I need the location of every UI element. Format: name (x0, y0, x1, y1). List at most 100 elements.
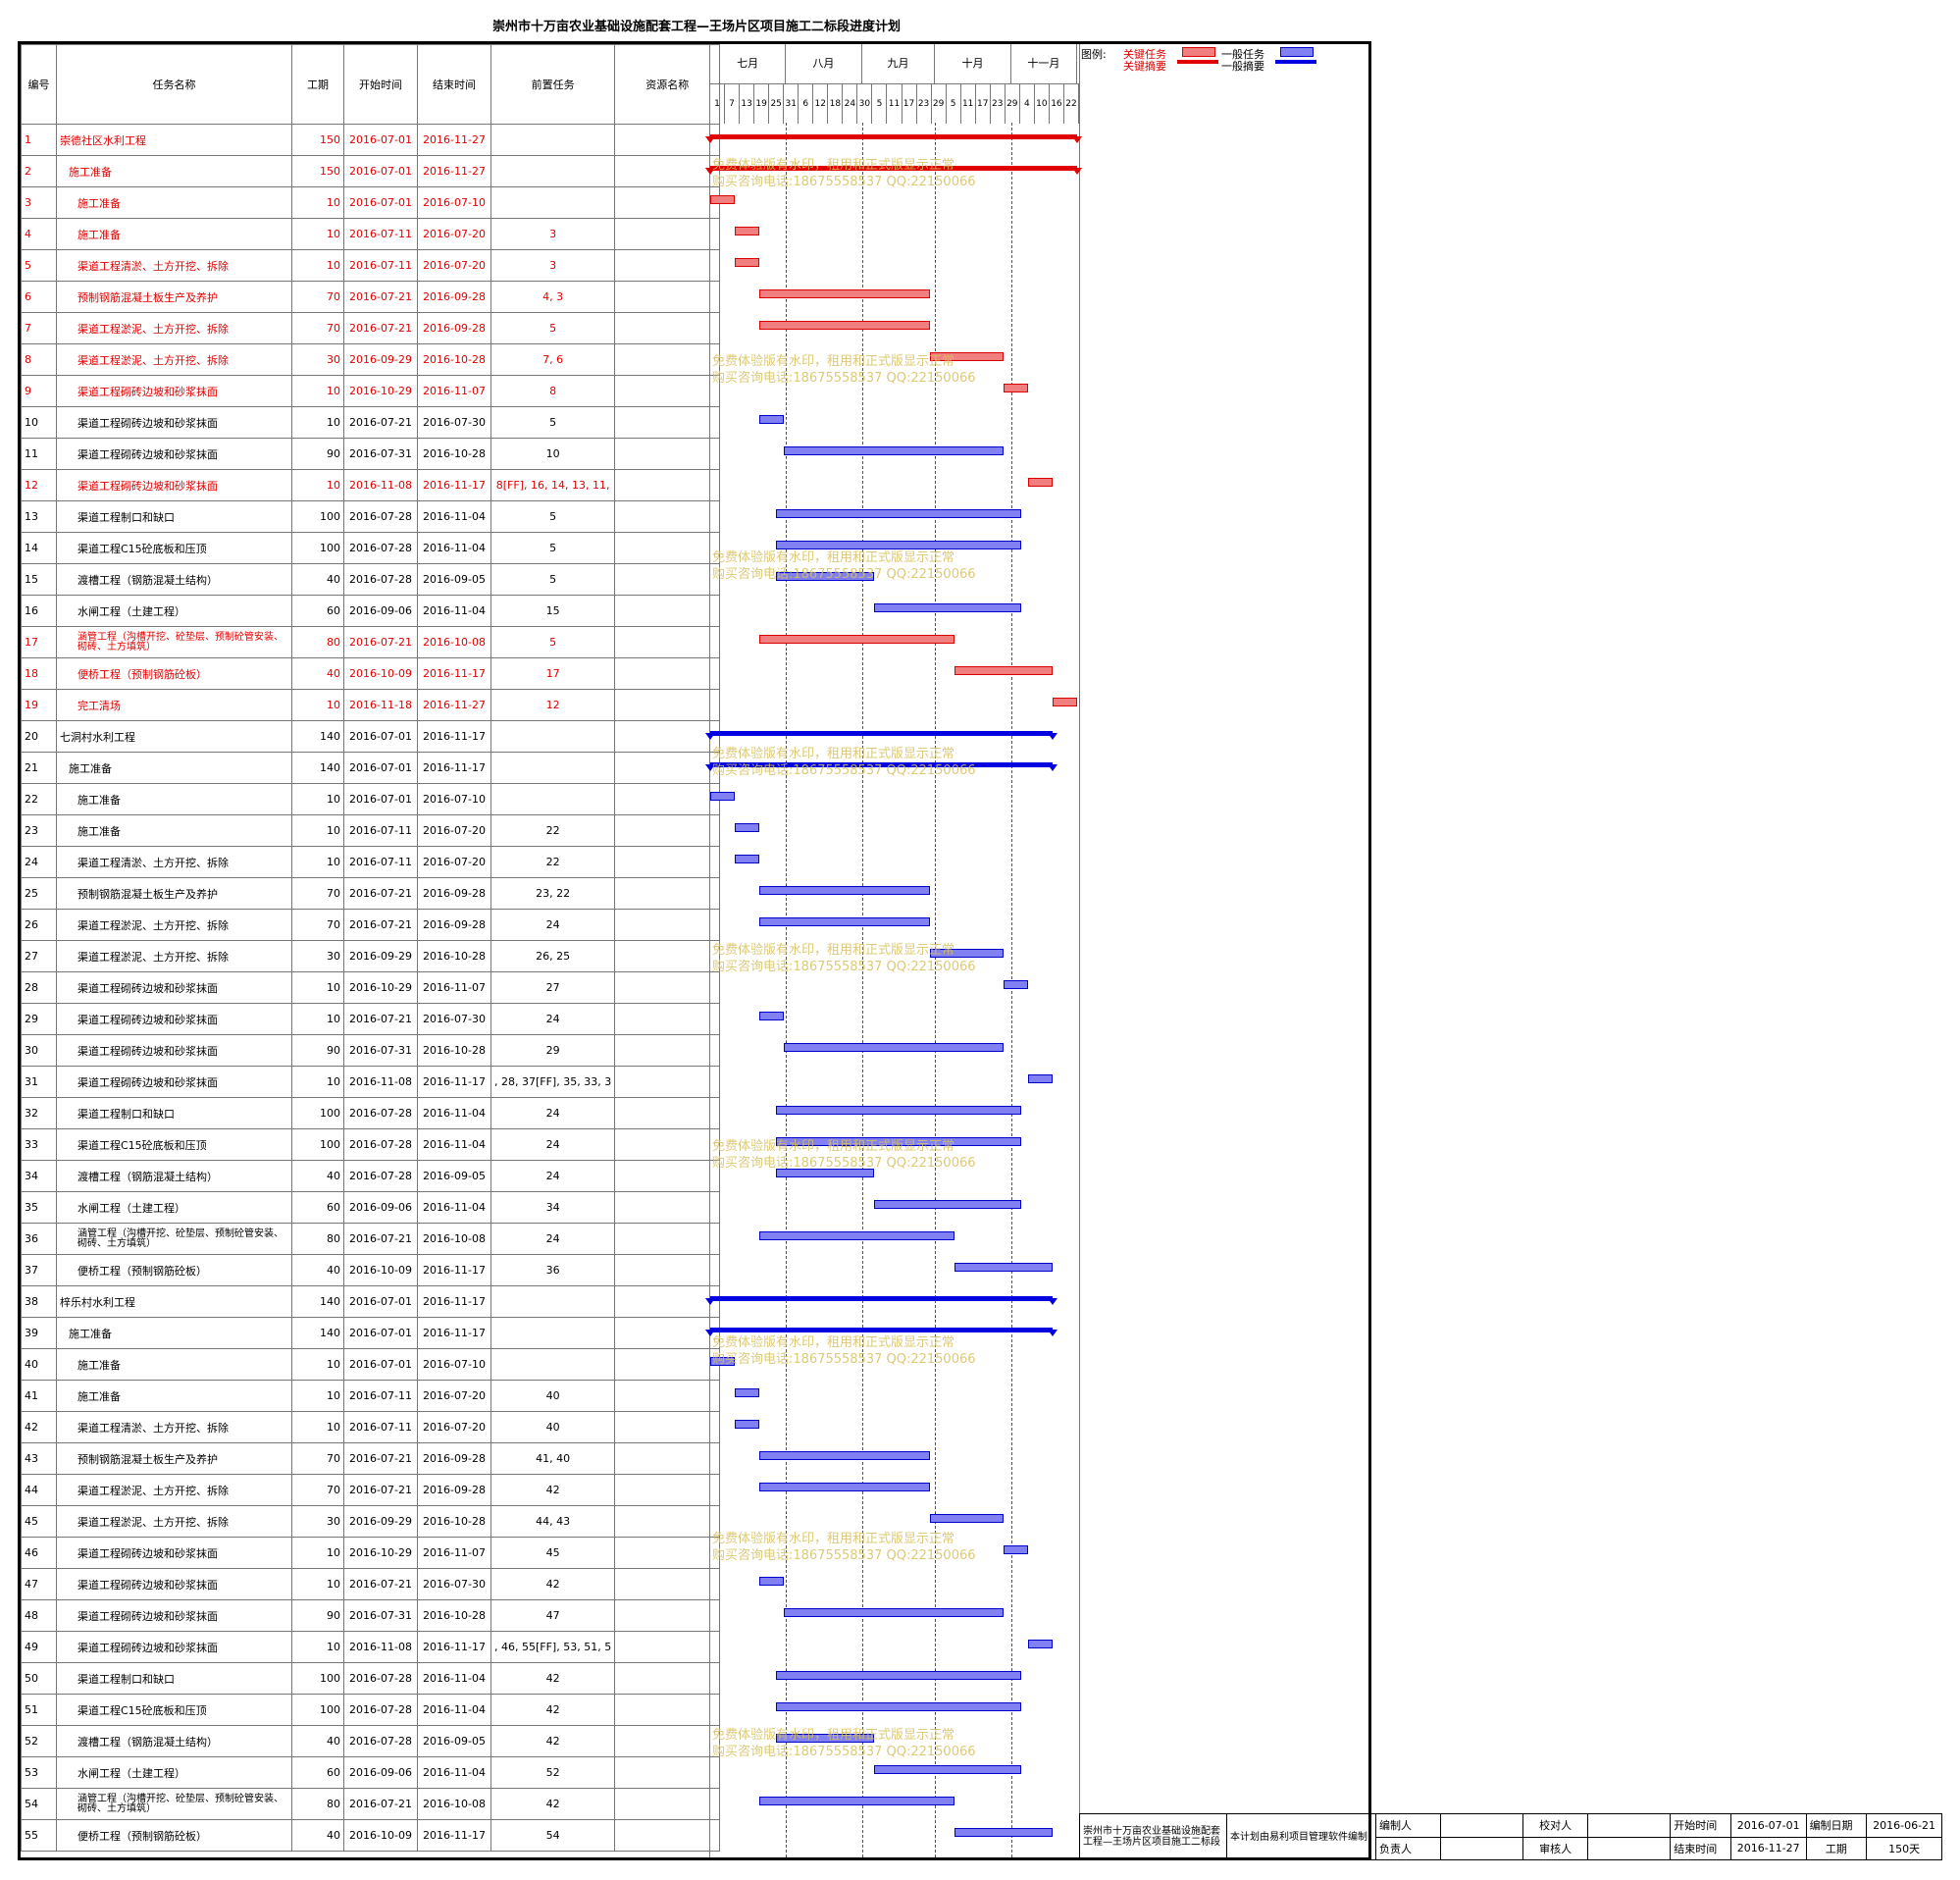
table-row: 15 渡槽工程（钢筋混凝土结构） 40 2016-07-28 2016-09-05 5 (21, 563, 721, 596)
task-resource (614, 971, 721, 1004)
table-row: 50 渠道工程制口和缺口 100 2016-07-28 2016-11-04 42 (21, 1662, 721, 1695)
watermark: 免费体验版有水印，租用和正式版显示正常 购买咨询电话:18675558537 QQ… (712, 1334, 976, 1368)
task-duration: 10 (291, 689, 344, 721)
task-pred: 5 (490, 312, 616, 344)
table-row: 13 渠道工程制口和缺口 100 2016-07-28 2016-11-04 5 (21, 500, 721, 533)
table-row: 35 水闸工程（土建工程） 60 2016-09-06 2016-11-04 34 (21, 1191, 721, 1224)
footer-reviewer-value (1587, 1836, 1672, 1860)
gantt-task-bar (954, 1263, 1054, 1272)
month-gridline (786, 123, 788, 1857)
task-duration: 140 (291, 720, 344, 753)
watermark: 免费体验版有水印，租用和正式版显示正常 购买咨询电话:18675558537 QQ… (712, 549, 976, 583)
gantt-task-bar (758, 1483, 931, 1491)
task-resource (614, 375, 721, 407)
table-row: 46 渠道工程砌砖边坡和砂浆抹面 10 2016-10-29 2016-11-07 45 (21, 1537, 721, 1569)
task-name: 渡槽工程（钢筋混凝土结构） (56, 1725, 292, 1757)
task-resource (614, 657, 721, 690)
task-name: 涵管工程（沟槽开挖、砼垫层、预制砼管安装、砌砖、土方填筑） (56, 1788, 292, 1820)
task-end: 2016-07-20 (417, 218, 491, 250)
task-start: 2016-10-09 (343, 657, 418, 690)
task-end: 2016-11-07 (417, 375, 491, 407)
gantt-task-bar (710, 195, 735, 204)
task-duration: 70 (291, 281, 344, 313)
task-id: 30 (21, 1034, 57, 1067)
task-duration: 70 (291, 909, 344, 941)
task-duration: 80 (291, 1223, 344, 1255)
table-row: 40 施工准备 10 2016-07-01 2016-07-10 (21, 1348, 721, 1381)
task-end: 2016-07-20 (417, 1411, 491, 1443)
summary-end-marker (1072, 168, 1082, 175)
task-end: 2016-10-28 (417, 1599, 491, 1632)
task-name: 渠道工程砌砖边坡和砂浆抹面 (56, 469, 292, 501)
day-label: 16 (1049, 83, 1064, 124)
task-name: 渠道工程砌砖边坡和砂浆抹面 (56, 1034, 292, 1067)
watermark-line1: 免费体验版有水印，租用和正式版显示正常 (712, 747, 955, 761)
task-pred: 5 (490, 406, 616, 439)
task-name: 渠道工程砌砖边坡和砂浆抹面 (56, 406, 292, 439)
legend-normal-task-label: 一般任务 (1221, 48, 1264, 61)
task-start: 2016-07-01 (343, 720, 418, 753)
gantt-task-bar (783, 446, 1005, 455)
task-start: 2016-07-21 (343, 1788, 418, 1820)
task-duration: 30 (291, 343, 344, 376)
gantt-task-bar (874, 1765, 1021, 1774)
task-pred (490, 720, 616, 753)
footer-owner-label: 负责人 (1374, 1836, 1441, 1860)
task-name: 渠道工程C15砼底板和压顶 (56, 1694, 292, 1726)
column-header-resource: 资源名称 (614, 44, 721, 125)
task-end: 2016-11-27 (417, 124, 491, 156)
gantt-task-bar (783, 1043, 1005, 1052)
gantt-task-bar (1028, 1640, 1054, 1648)
table-row: 1 崇德社区水利工程 150 2016-07-01 2016-11-27 (21, 124, 721, 156)
task-pred: 8[FF], 16, 14, 13, 11, (490, 469, 616, 501)
task-resource (614, 1725, 721, 1757)
task-name: 施工准备 (56, 1348, 292, 1381)
month-label: 九月 (862, 44, 936, 83)
footer-reviewer-label: 审核人 (1522, 1836, 1589, 1860)
task-duration: 10 (291, 218, 344, 250)
task-end: 2016-10-28 (417, 1034, 491, 1067)
watermark: 免费体验版有水印，租用和正式版显示正常 购买咨询电话:18675558537 QQ… (712, 1531, 976, 1564)
task-start: 2016-07-21 (343, 877, 418, 910)
table-row: 4 施工准备 10 2016-07-11 2016-07-20 3 (21, 218, 721, 250)
task-pred: 22 (490, 846, 616, 878)
watermark: 免费体验版有水印，租用和正式版显示正常 购买咨询电话:18675558537 QQ… (712, 353, 976, 387)
task-end: 2016-07-20 (417, 846, 491, 878)
footer-checker-label: 校对人 (1522, 1813, 1589, 1838)
task-start: 2016-09-06 (343, 595, 418, 627)
task-end: 2016-11-17 (417, 1317, 491, 1349)
task-id: 42 (21, 1411, 57, 1443)
table-row: 8 渠道工程淤泥、土方开挖、拆除 30 2016-09-29 2016-10-28 7, … (21, 343, 721, 376)
footer-date-value: 2016-06-21 (1866, 1813, 1942, 1838)
table-row: 29 渠道工程砌砖边坡和砂浆抹面 10 2016-07-21 2016-07-30 24 (21, 1003, 721, 1035)
watermark-line1: 免费体验版有水印，租用和正式版显示正常 (712, 1728, 955, 1743)
task-id: 12 (21, 469, 57, 501)
task-name: 施工准备 (56, 783, 292, 815)
task-resource (614, 1442, 721, 1475)
task-table: 编号 任务名称 工期 开始时间 结束时间 前置任务 资源名称 1 崇德社区水利工程… (21, 44, 721, 1852)
table-row: 31 渠道工程砌砖边坡和砂浆抹面 10 2016-11-08 2016-11-17, 2… (21, 1066, 721, 1098)
gantt-task-bar (930, 352, 1005, 361)
task-end: 2016-10-28 (417, 438, 491, 470)
table-row: 42 渠道工程清淤、土方开挖、拆除 10 2016-07-11 2016-07-20 40 (21, 1411, 721, 1443)
column-header-end: 结束时间 (417, 44, 491, 125)
watermark-line2: 购买咨询电话:18675558537 QQ:22150066 (712, 1548, 976, 1563)
gantt-task-bar (776, 1106, 1021, 1115)
gantt-task-bar (930, 949, 1005, 958)
watermark-line1: 免费体验版有水印，租用和正式版显示正常 (712, 354, 955, 369)
task-id: 14 (21, 532, 57, 564)
task-id: 17 (21, 626, 57, 658)
task-name: 渡槽工程（钢筋混凝土结构） (56, 1160, 292, 1192)
column-header-start: 开始时间 (343, 44, 418, 125)
task-start: 2016-07-28 (343, 1725, 418, 1757)
task-name: 涵管工程（沟槽开挖、砼垫层、预制砼管安装、砌砖、土方填筑） (56, 1223, 292, 1255)
task-resource (614, 752, 721, 784)
task-end: 2016-11-17 (417, 1819, 491, 1852)
task-start: 2016-11-18 (343, 689, 418, 721)
task-resource (614, 1537, 721, 1569)
day-label: 4 (1019, 83, 1035, 124)
task-resource (614, 1003, 721, 1035)
task-start: 2016-07-11 (343, 218, 418, 250)
table-row: 34 渡槽工程（钢筋混凝土结构） 40 2016-07-28 2016-09-05 24 (21, 1160, 721, 1192)
summary-end-marker (1048, 1330, 1058, 1336)
